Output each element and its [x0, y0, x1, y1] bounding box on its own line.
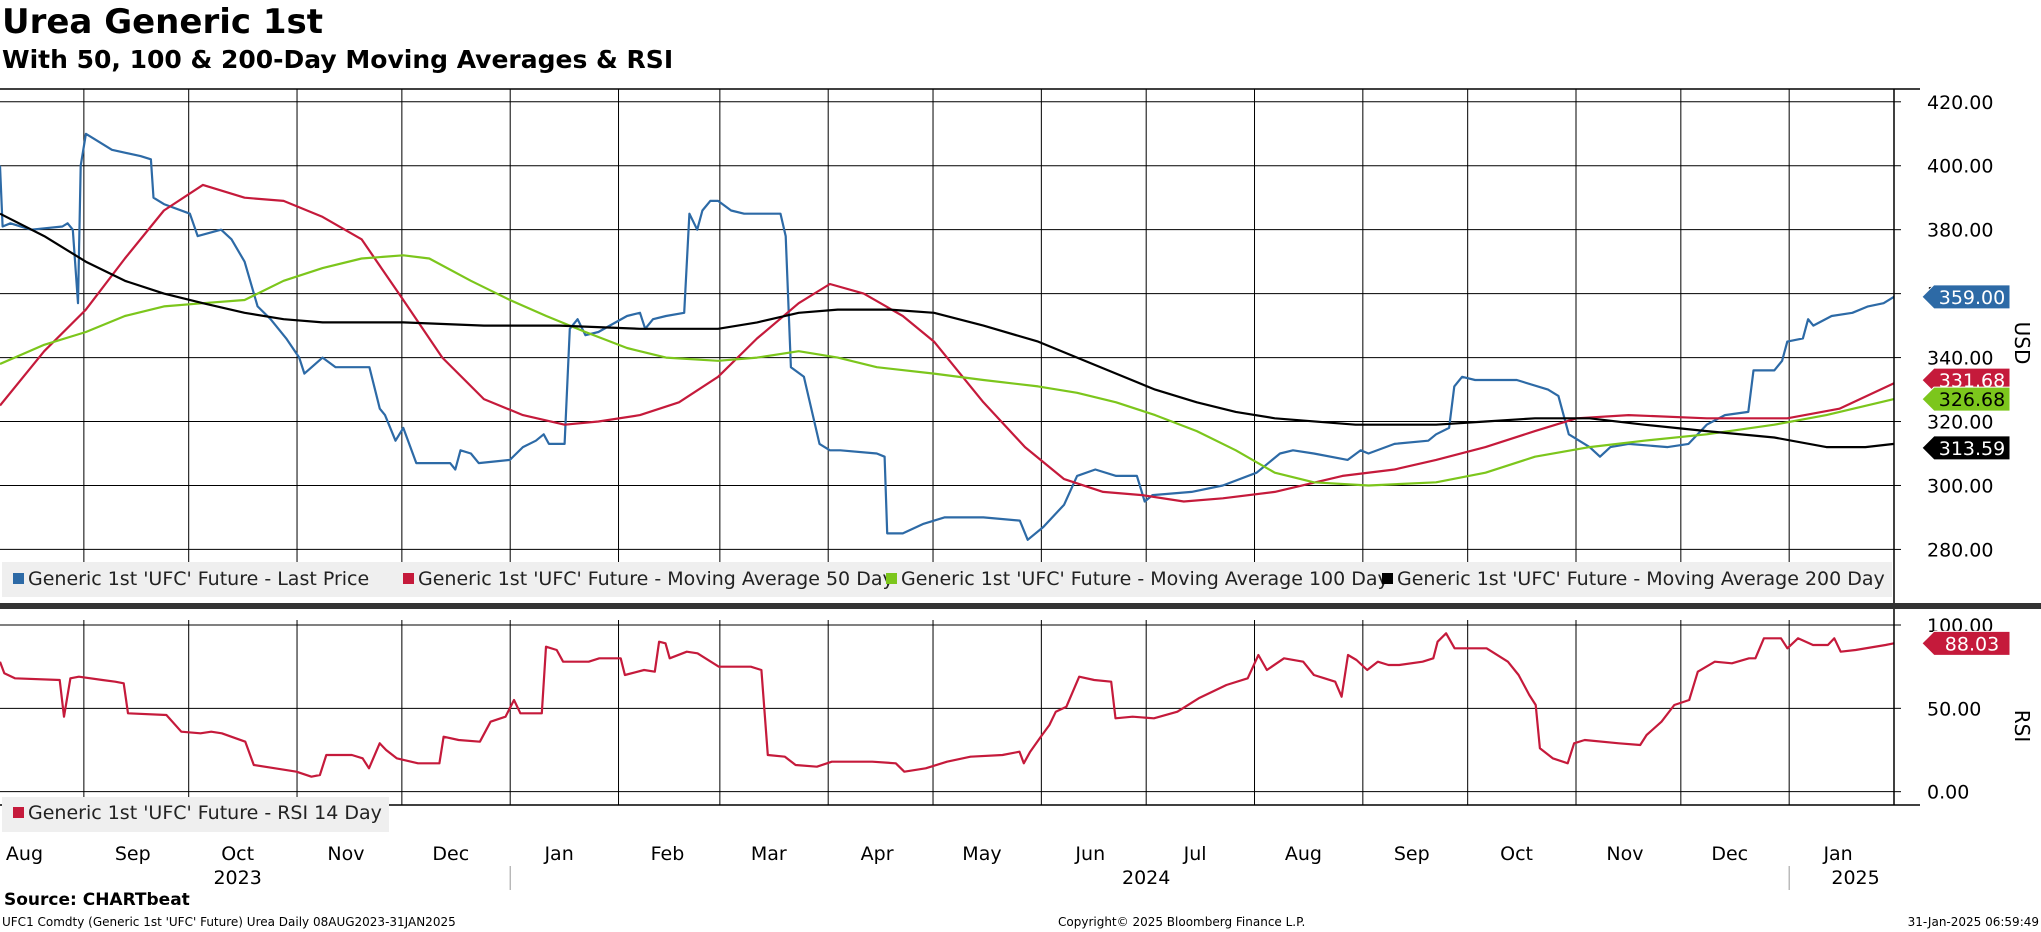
- rsi-legend-bg: [2, 797, 389, 832]
- year-label-0: 2023: [213, 867, 261, 889]
- copyright-note: Copyright© 2025 Bloomberg Finance L.P.: [1058, 915, 1306, 929]
- rsi-ytick-label: 50.00: [1927, 698, 1981, 720]
- axes-frame: [0, 88, 2041, 806]
- month-label-0: Aug: [6, 843, 43, 865]
- panel-separator: [0, 603, 2041, 609]
- price-legend-bg: [2, 562, 1892, 597]
- month-label-13: Sep: [1394, 843, 1430, 865]
- price-series-line-0: [0, 132, 1895, 541]
- price-legend-label-0: Generic 1st 'UFC' Future - Last Price: [28, 568, 369, 590]
- month-label-14: Oct: [1500, 843, 1533, 865]
- price-ytick-label: 380.00: [1927, 220, 1993, 242]
- price-legend-label-2: Generic 1st 'UFC' Future - Moving Averag…: [901, 568, 1389, 590]
- price-ytick-label: 280.00: [1927, 539, 1993, 561]
- price-ytick-label: 400.00: [1927, 156, 1993, 178]
- month-label-17: Jan: [1822, 843, 1852, 865]
- price-legend-swatch-0: [13, 573, 24, 584]
- last-value-tag-price-2: [1921, 386, 2011, 412]
- month-label-12: Aug: [1285, 843, 1322, 865]
- month-label-8: Apr: [861, 843, 894, 865]
- last-value-tag-rsi-0: [1921, 630, 2011, 656]
- price-grid: [0, 89, 1894, 575]
- security-description: UFC1 Comdty (Generic 1st 'UFC' Future) U…: [2, 915, 456, 929]
- last-value-text-price-3: 313.59: [1939, 438, 2005, 460]
- month-label-5: Jan: [543, 843, 573, 865]
- price-series-line-2: [0, 254, 1895, 487]
- rsi-legend-swatch-0: [13, 807, 24, 818]
- year-label-2: 2025: [1831, 867, 1879, 889]
- last-value-text-rsi-0: 88.03: [1945, 633, 1999, 655]
- price-legend-label-3: Generic 1st 'UFC' Future - Moving Averag…: [1397, 568, 1885, 590]
- last-value-tag-price-3: [1921, 435, 2011, 461]
- last-value-text-price-0: 359.00: [1939, 287, 2005, 309]
- month-label-1: Sep: [115, 843, 151, 865]
- price-legend: Generic 1st 'UFC' Future - Last Price Gen…: [2, 562, 1892, 597]
- month-label-16: Dec: [1711, 843, 1748, 865]
- price-legend-swatch-2: [886, 573, 897, 584]
- month-label-9: May: [962, 843, 1001, 865]
- last-value-tag-price-0: [1921, 284, 2011, 310]
- rsi-ytick-label: 0.00: [1927, 782, 1969, 804]
- timestamp: 31-Jan-2025 06:59:49: [1907, 915, 2039, 929]
- chart-subtitle: With 50, 100 & 200-Day Moving Averages &…: [2, 45, 674, 74]
- price-series-line-1: [0, 183, 1895, 503]
- month-label-11: Jul: [1183, 843, 1207, 865]
- rsi-legend-label-0: Generic 1st 'UFC' Future - RSI 14 Day: [28, 802, 382, 824]
- x-axis-labels: Aug Sep Oct Nov Dec Jan Feb Mar Apr May Jun Jul Aug S…: [6, 843, 1880, 890]
- month-label-10: Jun: [1074, 843, 1105, 865]
- price-ytick-label: 340.00: [1927, 348, 1993, 370]
- price-ytick-label: 300.00: [1927, 475, 1993, 497]
- month-label-7: Mar: [751, 843, 787, 865]
- price-series: [0, 132, 1895, 541]
- month-label-2: Oct: [221, 843, 254, 865]
- month-label-6: Feb: [651, 843, 685, 865]
- month-label-3: Nov: [327, 843, 364, 865]
- source-note: Source: CHARTbeat: [4, 890, 190, 910]
- rsi-series: [0, 632, 1895, 778]
- price-legend-swatch-3: [1382, 573, 1393, 584]
- rsi-series-line-0: [0, 632, 1895, 778]
- price-legend-swatch-1: [403, 573, 414, 584]
- chart-title: Urea Generic 1st: [2, 2, 324, 42]
- year-label-1: 2024: [1122, 867, 1170, 889]
- price-ytick-label: 420.00: [1927, 92, 1993, 114]
- month-label-15: Nov: [1606, 843, 1643, 865]
- price-legend-label-1: Generic 1st 'UFC' Future - Moving Averag…: [418, 568, 894, 590]
- rsi-grid: [0, 620, 1894, 805]
- rsi-axis-title: RSI: [2010, 710, 2034, 743]
- price-series-line-3: [0, 212, 1895, 449]
- last-value-text-price-2: 326.68: [1939, 389, 2005, 411]
- price-axis-title: USD: [2010, 322, 2034, 365]
- rsi-legend: Generic 1st 'UFC' Future - RSI 14 Day: [2, 797, 389, 832]
- price-ytick-label: 320.00: [1927, 412, 1993, 434]
- month-label-4: Dec: [432, 843, 469, 865]
